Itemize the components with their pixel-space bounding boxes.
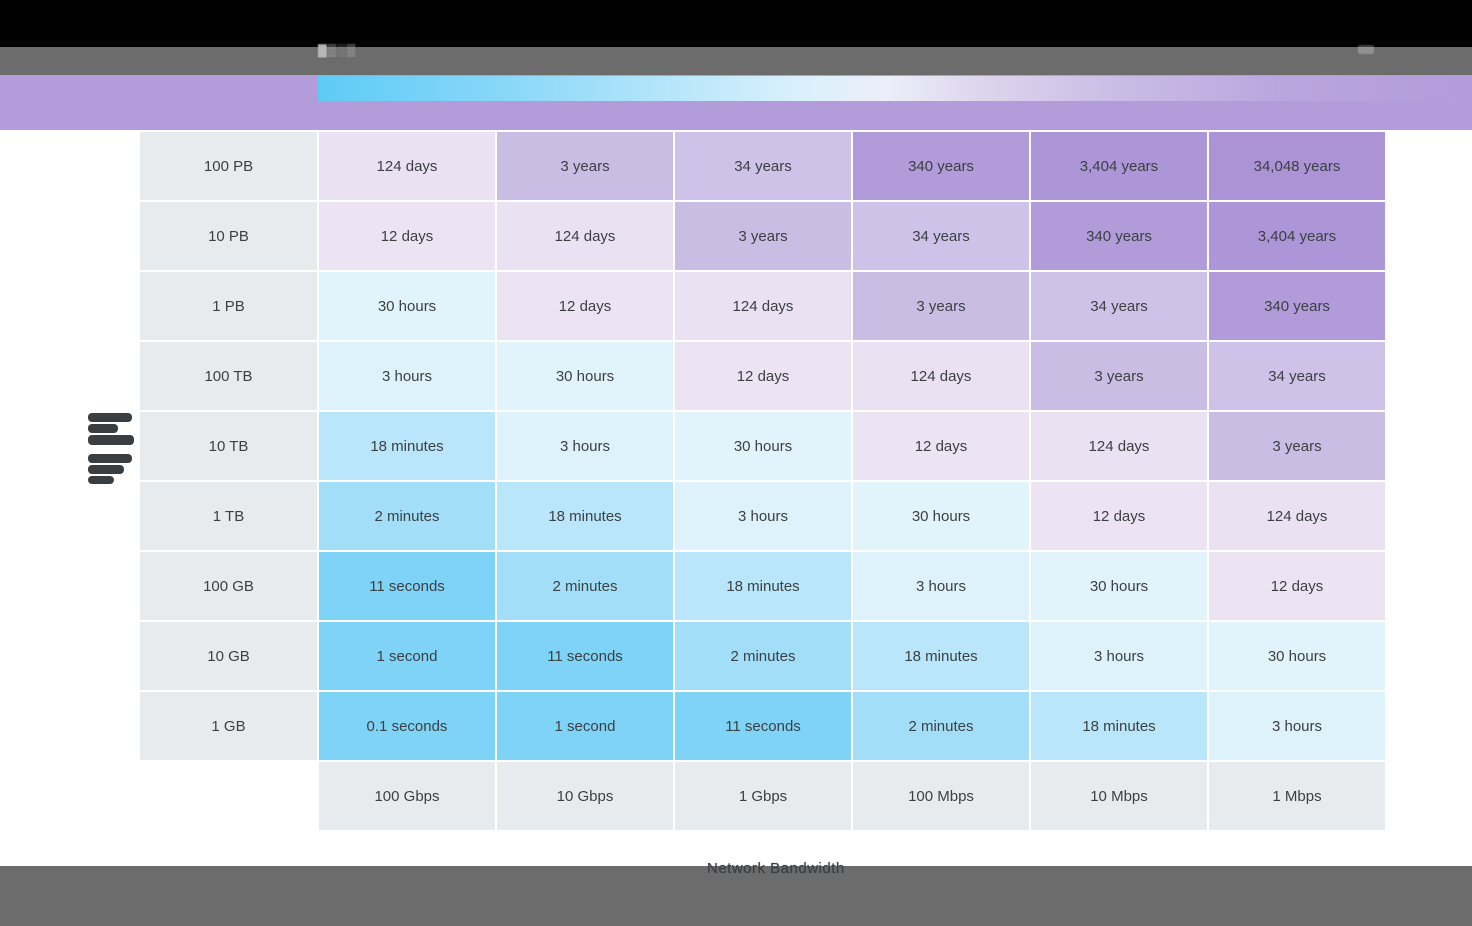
heatmap-cell: 30 hours	[497, 342, 673, 410]
column-header: 10 Mbps	[1031, 762, 1207, 830]
x-axis-label: Network Bandwidth	[707, 860, 845, 877]
heatmap-cell: 3 hours	[319, 342, 495, 410]
column-header: 10 Gbps	[497, 762, 673, 830]
heatmap-cell: 30 hours	[1031, 552, 1207, 620]
heatmap-cell: 3,404 years	[1031, 132, 1207, 200]
heatmap-cell: 30 hours	[1209, 622, 1385, 690]
redacted-text-bar	[88, 435, 134, 445]
heatmap-cell: 18 minutes	[319, 412, 495, 480]
heatmap-cell: 124 days	[1209, 482, 1385, 550]
heatmap-grid: 100 PB 124 days 3 years 34 years 340 years 3,…	[140, 132, 1385, 830]
heatmap-cell: 18 minutes	[1031, 692, 1207, 760]
row-label: 100 TB	[140, 342, 317, 410]
heatmap-cell: 3 years	[675, 202, 851, 270]
heatmap-cell: 3,404 years	[1209, 202, 1385, 270]
heatmap-cell: 11 seconds	[497, 622, 673, 690]
heatmap-cell: 12 days	[1209, 552, 1385, 620]
chart-area: 100 PB 124 days 3 years 34 years 340 years 3,…	[0, 130, 1472, 866]
heatmap-cell: 12 days	[853, 412, 1029, 480]
heatmap-cell: 124 days	[853, 342, 1029, 410]
top-black-bar	[0, 0, 1472, 47]
column-header: 1 Gbps	[675, 762, 851, 830]
redacted-text-gap	[88, 447, 89, 452]
row-label: 1 GB	[140, 692, 317, 760]
heatmap-cell: 3 years	[853, 272, 1029, 340]
heatmap-cell: 18 minutes	[497, 482, 673, 550]
row-label: 10 GB	[140, 622, 317, 690]
heatmap-cell: 340 years	[1031, 202, 1207, 270]
row-label: 1 PB	[140, 272, 317, 340]
heatmap-cell: 0.1 seconds	[319, 692, 495, 760]
heatmap-cell: 2 minutes	[497, 552, 673, 620]
redacted-text-bar	[88, 413, 132, 422]
heatmap-cell: 340 years	[853, 132, 1029, 200]
heatmap-cell: 1 second	[319, 622, 495, 690]
heatmap-cell: 18 minutes	[675, 552, 851, 620]
row-label: 1 TB	[140, 482, 317, 550]
heatmap-cell: 2 minutes	[675, 622, 851, 690]
heatmap-cell: 34 years	[675, 132, 851, 200]
redacted-text-bar	[88, 424, 118, 433]
redacted-text-bar	[88, 465, 124, 474]
column-header: 100 Mbps	[853, 762, 1029, 830]
column-header: 100 Gbps	[319, 762, 495, 830]
browser-chrome-bar	[0, 47, 1472, 103]
heatmap-cell: 2 minutes	[853, 692, 1029, 760]
heatmap-cell: 3 years	[1209, 412, 1385, 480]
heatmap-cell: 30 hours	[319, 272, 495, 340]
heatmap-cell: 3 hours	[1031, 622, 1207, 690]
heatmap-cell: 18 minutes	[853, 622, 1029, 690]
heatmap-cell: 11 seconds	[675, 692, 851, 760]
heatmap-cell: 1 second	[497, 692, 673, 760]
heatmap-cell: 3 hours	[497, 412, 673, 480]
heatmap-cell: 12 days	[319, 202, 495, 270]
column-header: 1 Mbps	[1209, 762, 1385, 830]
heatmap-cell: 3 hours	[1209, 692, 1385, 760]
row-label: 10 TB	[140, 412, 317, 480]
header-glitch-text: ▓▒░▒	[318, 43, 357, 57]
accent-band	[0, 75, 1472, 130]
heatmap-cell: 12 days	[497, 272, 673, 340]
heatmap-cell: 30 hours	[675, 412, 851, 480]
heatmap-cell: 124 days	[1031, 412, 1207, 480]
heatmap-cell: 124 days	[497, 202, 673, 270]
heatmap-cell: 340 years	[1209, 272, 1385, 340]
heatmap-cell: 3 years	[1031, 342, 1207, 410]
legend-gradient-bar	[318, 76, 1458, 101]
row-label: 100 GB	[140, 552, 317, 620]
heatmap-cell: 12 days	[675, 342, 851, 410]
heatmap-cell: 11 seconds	[319, 552, 495, 620]
heatmap-cell: 30 hours	[853, 482, 1029, 550]
heatmap-cell: 2 minutes	[319, 482, 495, 550]
heatmap-cell: 3 hours	[853, 552, 1029, 620]
heatmap-cell: 34,048 years	[1209, 132, 1385, 200]
heatmap-cell: 3 hours	[675, 482, 851, 550]
corner-spacer	[140, 762, 317, 830]
redacted-text-bar	[88, 476, 114, 484]
heatmap-cell: 3 years	[497, 132, 673, 200]
heatmap-cell: 34 years	[1209, 342, 1385, 410]
y-axis-label-redacted	[88, 413, 136, 484]
header-small-mark	[1358, 45, 1374, 54]
heatmap-cell: 34 years	[853, 202, 1029, 270]
heatmap-cell: 12 days	[1031, 482, 1207, 550]
heatmap-cell: 124 days	[319, 132, 495, 200]
row-label: 10 PB	[140, 202, 317, 270]
footer-bar: Network Bandwidth	[0, 860, 1472, 926]
heatmap-cell: 34 years	[1031, 272, 1207, 340]
row-label: 100 PB	[140, 132, 317, 200]
redacted-text-bar	[88, 454, 132, 463]
heatmap-cell: 124 days	[675, 272, 851, 340]
